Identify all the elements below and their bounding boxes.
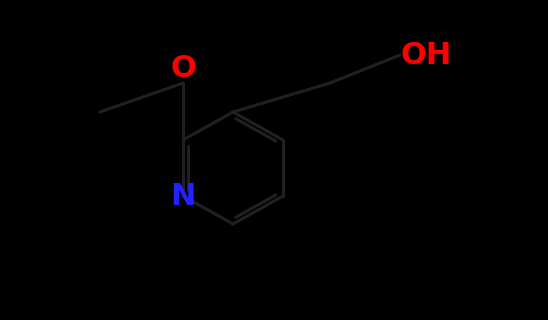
Text: N: N: [170, 181, 196, 211]
Text: O: O: [170, 53, 196, 83]
Text: OH: OH: [400, 41, 451, 69]
